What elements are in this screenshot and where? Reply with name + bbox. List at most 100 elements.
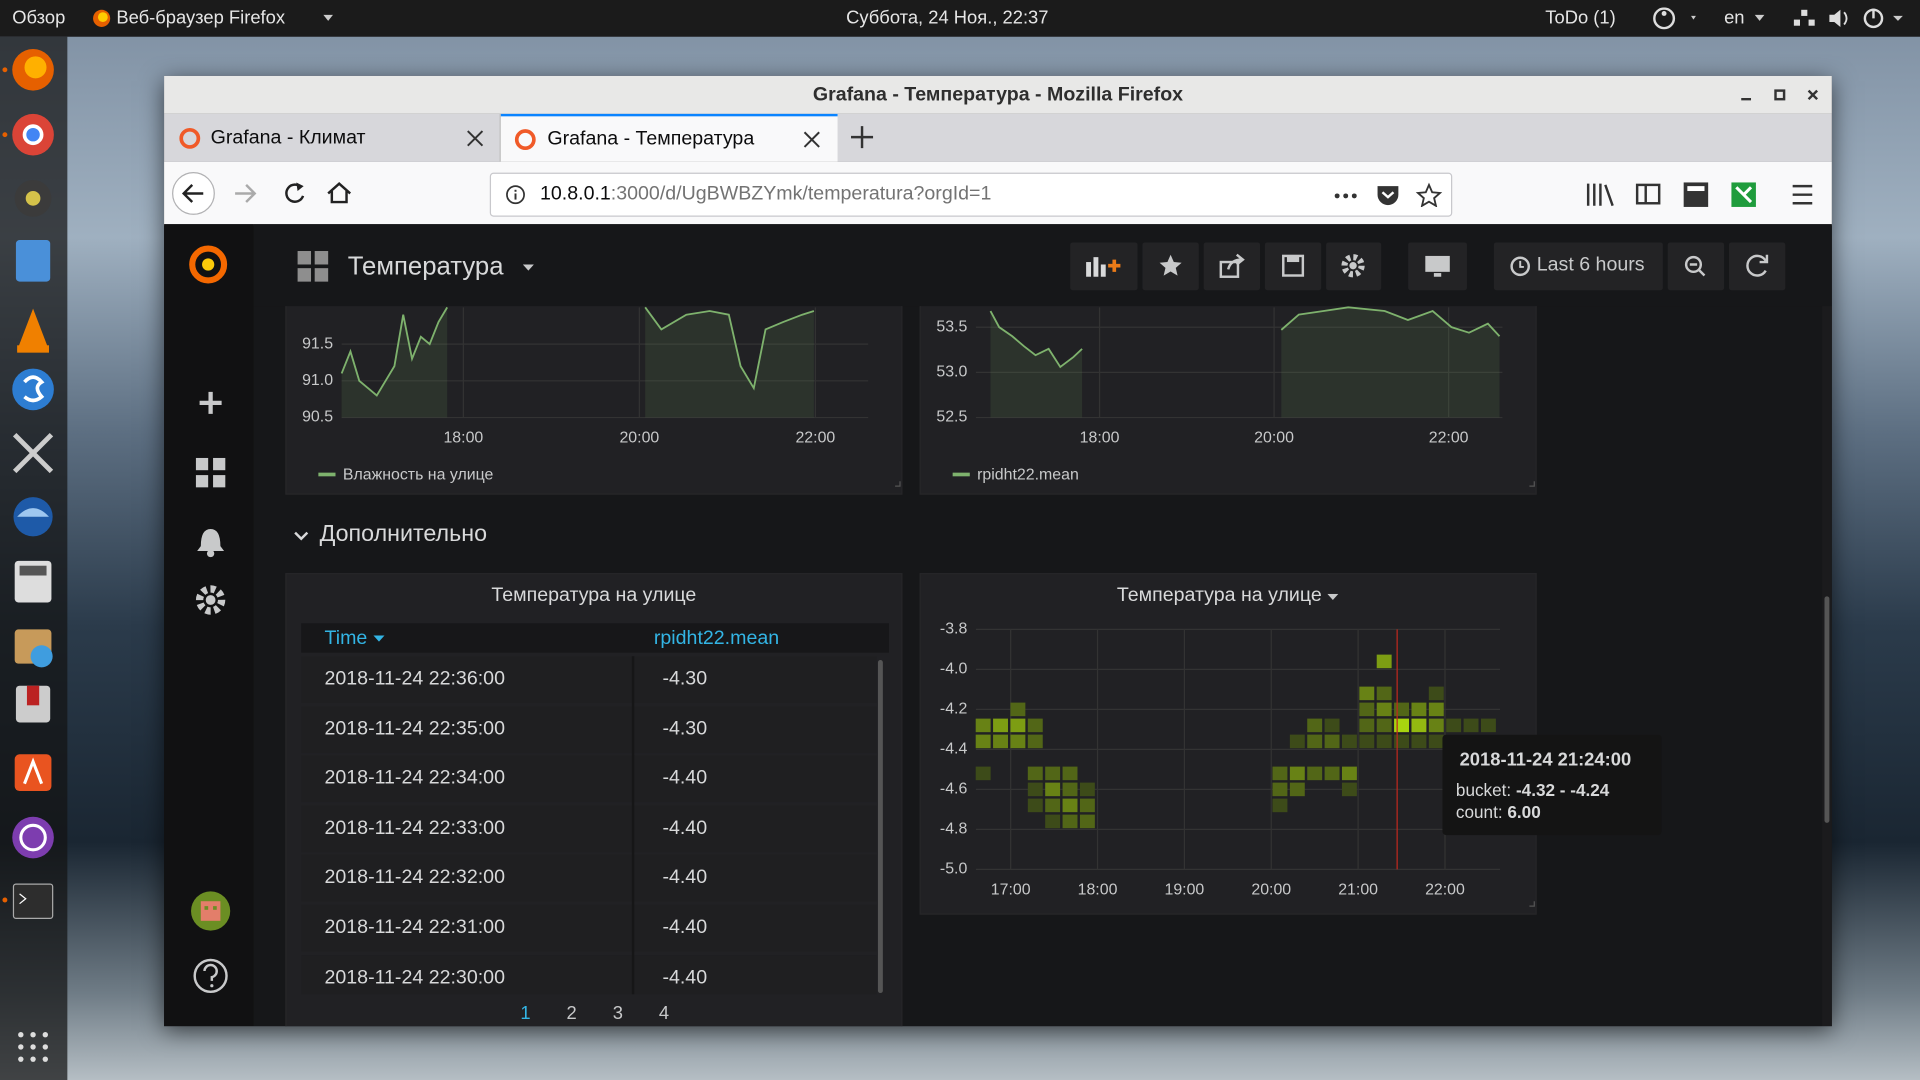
- show-applications[interactable]: [18, 1032, 48, 1062]
- heatmap-cell: [1307, 718, 1323, 733]
- x-tick-label: 21:00: [1338, 881, 1378, 898]
- tab-favicon: [514, 129, 536, 150]
- table-row: 2018-11-24 22:35:00 -4.30: [301, 706, 877, 753]
- dht22-panel: 52.5 53.0 53.5 18:00 20:00 22:00 rpidht22.mean: [919, 306, 1537, 495]
- dock-icons[interactable]: [2, 48, 54, 919]
- heatmap-cell: [1394, 702, 1410, 717]
- dashboard-title[interactable]: Температура: [347, 252, 504, 281]
- table-cell: -4.40: [662, 867, 708, 889]
- x-tick-label: 20:00: [1254, 430, 1294, 447]
- dashboards-icon[interactable]: [297, 251, 330, 283]
- row-collapse-chevron[interactable]: [294, 530, 309, 542]
- table-cell: -4.40: [662, 917, 708, 938]
- y-tick-label: -5.0: [940, 861, 968, 878]
- series-line: [989, 306, 1501, 369]
- heatmap-cell: [1376, 734, 1392, 749]
- address-bar[interactable]: 10.8.0.1 :3000/d/UgBWBZYmk/temperatura?o…: [489, 172, 1453, 217]
- tab-close[interactable]: [467, 130, 484, 147]
- accessibility-icon[interactable]: [1653, 7, 1702, 30]
- url-path: :3000/d/UgBWBZYmk/temperatura?orgId=1: [610, 183, 992, 205]
- legend-label[interactable]: rpidht22.mean: [977, 466, 1079, 483]
- tab-active[interactable]: Grafana - Температура: [500, 113, 838, 162]
- url-actions[interactable]: [1333, 182, 1443, 207]
- heatmap-cell: [1079, 782, 1095, 797]
- panel-title-text: Температура на улице: [1116, 585, 1322, 607]
- heatmap-cell: [1062, 798, 1078, 813]
- top-bar: Обзор Веб-браузер Firefox Суббота, 24 Но…: [0, 0, 1920, 37]
- table-row: 2018-11-24 22:32:00 -4.40: [301, 855, 877, 902]
- heatmap-cell: [1272, 798, 1288, 813]
- tooltip-time: 2018-11-24 21:24:00: [1459, 749, 1632, 771]
- heatmap-cell: [1289, 766, 1305, 781]
- heatmap-cell: [1341, 766, 1357, 781]
- heatmap-cell: [1428, 718, 1444, 733]
- y-tick-label: 53.5: [936, 318, 967, 335]
- language[interactable]: en: [1724, 7, 1745, 29]
- save-button[interactable]: [1264, 242, 1322, 291]
- dropdown-arrow: [323, 14, 334, 21]
- page-link[interactable]: 2: [566, 1002, 577, 1024]
- heatmap-cell: [1010, 702, 1026, 717]
- heatmap-cell: [1045, 814, 1061, 829]
- heatmap-cell: [975, 766, 991, 781]
- page-scrollbar: [1822, 306, 1832, 1027]
- panel-title[interactable]: Температура на улице: [491, 585, 697, 607]
- new-tab[interactable]: [850, 125, 874, 149]
- y-tick-label: 90.5: [302, 409, 333, 426]
- settings-button[interactable]: [1326, 242, 1382, 291]
- page-link[interactable]: 1: [520, 1002, 531, 1024]
- app-menu[interactable]: Веб-браузер Firefox: [116, 7, 286, 29]
- heatmap-cell: [993, 718, 1008, 733]
- heatmap-cell: [975, 734, 991, 749]
- site-info-icon[interactable]: [506, 185, 526, 205]
- share-button[interactable]: [1203, 242, 1260, 291]
- resize-handle: [895, 481, 901, 487]
- heatmap-cell: [1027, 798, 1043, 813]
- zoom-out-button[interactable]: [1667, 242, 1725, 291]
- tooltip-label: count:: [1455, 802, 1503, 822]
- heatmap-cell: [1411, 702, 1427, 717]
- page-link[interactable]: 4: [658, 1002, 670, 1024]
- tab-close[interactable]: [803, 131, 820, 148]
- column-header[interactable]: rpidht22.mean: [653, 628, 780, 649]
- legend-label[interactable]: Влажность на улице: [343, 466, 494, 483]
- system-tray[interactable]: [1793, 7, 1915, 29]
- heatmap-cell: [1027, 766, 1043, 781]
- tv-mode-button[interactable]: [1408, 242, 1467, 291]
- humidity-panel: 90.5 91.0 91.5 18:00 20:00 22:00 Влажность на …: [285, 306, 903, 495]
- heatmap-cell: [1307, 766, 1323, 781]
- heatmap-cell: [1376, 654, 1392, 669]
- activities[interactable]: Обзор: [12, 7, 66, 29]
- grafana-sidebar: [164, 224, 254, 1027]
- clock[interactable]: Суббота, 24 Ноя., 22:37: [846, 7, 1049, 29]
- sidebar-icons[interactable]: [164, 224, 253, 1026]
- refresh-button[interactable]: [1728, 242, 1786, 291]
- table-cell: 2018-11-24 22:33:00: [324, 817, 505, 839]
- heatmap-cell: [1272, 782, 1288, 797]
- heatmap-cell: [1428, 734, 1444, 749]
- heatmap-cell: [1463, 718, 1479, 733]
- add-panel-button[interactable]: [1070, 242, 1138, 291]
- star-button[interactable]: [1142, 242, 1199, 291]
- row-title[interactable]: Дополнительно: [319, 521, 488, 548]
- pagination: 1 2 3 4: [287, 574, 904, 1026]
- time-picker[interactable]: Last 6 hours: [1493, 242, 1663, 291]
- heatmap-cell: [1428, 686, 1444, 701]
- window-controls[interactable]: [1734, 83, 1827, 107]
- table-panel: Температура на улице Time rpidht22.mean …: [285, 573, 904, 1027]
- table-scrollbar[interactable]: [877, 660, 883, 994]
- panel-title[interactable]: Температура на улице: [921, 585, 1536, 607]
- nav-buttons[interactable]: [171, 170, 367, 217]
- tooltip-count-row: count: 6.00: [1456, 802, 1541, 822]
- todo-indicator[interactable]: ToDo (1): [1545, 7, 1616, 29]
- page-link[interactable]: 3: [612, 1002, 623, 1024]
- tab[interactable]: Grafana - Климат: [165, 113, 501, 162]
- series-area: [341, 307, 814, 418]
- toolbar-icons[interactable]: [1584, 179, 1819, 211]
- column-header[interactable]: Time: [324, 628, 368, 649]
- tab-favicon: [179, 127, 201, 149]
- tab-title: Grafana - Климат: [210, 127, 366, 149]
- table-header: Time rpidht22.mean: [301, 623, 889, 653]
- scrollbar-thumb[interactable]: [1824, 596, 1830, 823]
